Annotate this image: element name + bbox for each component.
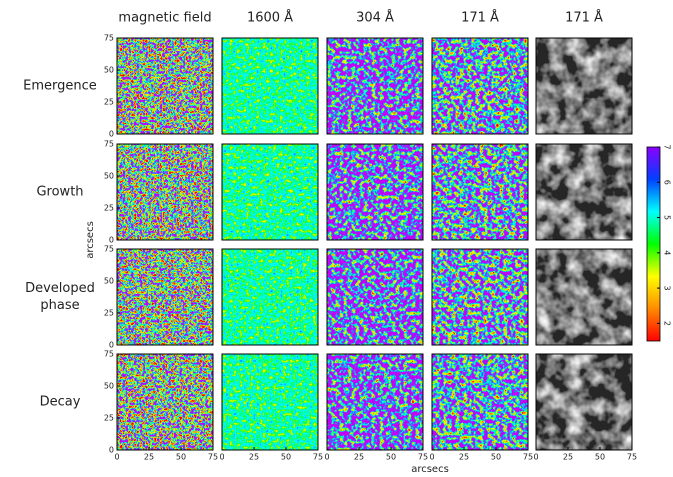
x-tick-label: 50 xyxy=(176,453,186,462)
colorbar-tick-label: 6 xyxy=(663,180,672,185)
x-tick-label: 50 xyxy=(491,453,501,462)
image-panel xyxy=(222,354,318,450)
image-panel xyxy=(222,249,318,345)
panel-frame xyxy=(116,143,214,241)
x-tick-label: 25 xyxy=(144,453,154,462)
column-title: 171 Å xyxy=(461,10,499,26)
image-panel xyxy=(117,354,213,450)
colorbar-tick-label: 5 xyxy=(663,215,672,220)
panel-frame xyxy=(221,37,319,135)
panel-frame xyxy=(431,248,529,346)
image-panel xyxy=(327,249,423,345)
image-panel xyxy=(222,144,318,240)
x-tick-label: 0 xyxy=(219,453,224,462)
y-tick-label: 75 xyxy=(104,140,114,149)
image-panel xyxy=(117,144,213,240)
y-tick-label: 75 xyxy=(104,245,114,254)
y-tick-label: 25 xyxy=(104,204,114,213)
x-tick-label: 0 xyxy=(533,453,538,462)
panel-frame xyxy=(535,353,633,451)
y-tick-label: 50 xyxy=(104,277,114,286)
row-label: Emergence xyxy=(23,78,97,94)
x-tick-label: 75 xyxy=(627,453,637,462)
x-tick-label: 0 xyxy=(324,453,329,462)
panel-frame xyxy=(326,37,424,135)
panel-frame xyxy=(221,248,319,346)
panel-frame xyxy=(326,248,424,346)
panel-frame xyxy=(221,353,319,451)
image-panel xyxy=(536,249,632,345)
panel-frame xyxy=(326,353,424,451)
image-panel xyxy=(432,38,528,134)
x-tick-label: 25 xyxy=(459,453,469,462)
x-tick-label: 50 xyxy=(281,453,291,462)
y-tick-label: 0 xyxy=(109,446,114,455)
row-label: Decay xyxy=(39,394,81,410)
y-tick-label: 0 xyxy=(109,130,114,139)
colorbar-tick-label: 4 xyxy=(663,250,672,255)
y-tick-label: 0 xyxy=(109,341,114,350)
image-panel xyxy=(327,354,423,450)
panel-frame xyxy=(116,37,214,135)
image-panel xyxy=(432,354,528,450)
y-tick-label: 75 xyxy=(104,34,114,43)
panel-frame xyxy=(431,143,529,241)
x-tick-label: 75 xyxy=(313,453,323,462)
x-tick-label: 75 xyxy=(418,453,428,462)
x-tick-label: 25 xyxy=(354,453,364,462)
panel-frame xyxy=(535,143,633,241)
image-panel xyxy=(117,249,213,345)
row-label: Developed phase xyxy=(25,281,95,313)
panel-frame xyxy=(535,248,633,346)
colorbar-tick-label: 7 xyxy=(663,144,672,149)
colorbar-tick-label: 3 xyxy=(663,286,672,291)
x-tick-label: 75 xyxy=(208,453,218,462)
y-tick-label: 75 xyxy=(104,350,114,359)
panel-frame xyxy=(326,143,424,241)
x-tick-label: 75 xyxy=(523,453,533,462)
image-panel xyxy=(327,38,423,134)
y-tick-label: 50 xyxy=(104,172,114,181)
column-title: 304 Å xyxy=(356,10,394,26)
colorbar xyxy=(646,146,661,342)
image-panel xyxy=(536,38,632,134)
panel-frame xyxy=(116,248,214,346)
x-tick-label: 25 xyxy=(563,453,573,462)
column-title: 1600 Å xyxy=(247,10,293,26)
image-panel xyxy=(117,38,213,134)
panel-frame xyxy=(431,353,529,451)
column-title: magnetic field xyxy=(118,11,211,26)
y-tick-label: 25 xyxy=(104,309,114,318)
image-panel xyxy=(432,144,528,240)
image-panel xyxy=(536,354,632,450)
y-tick-label: 25 xyxy=(104,98,114,107)
image-panel xyxy=(432,249,528,345)
image-panel xyxy=(536,144,632,240)
panel-frame xyxy=(221,143,319,241)
image-panel xyxy=(327,144,423,240)
panel-frame xyxy=(431,37,529,135)
y-tick-label: 50 xyxy=(104,382,114,391)
panel-frame xyxy=(535,37,633,135)
x-tick-label: 50 xyxy=(595,453,605,462)
y-tick-label: 25 xyxy=(104,414,114,423)
panel-frame xyxy=(116,353,214,451)
column-title: 171 Å xyxy=(565,10,603,26)
y-axis-label: arcsecs xyxy=(85,221,96,259)
x-tick-label: 0 xyxy=(114,453,119,462)
y-tick-label: 50 xyxy=(104,66,114,75)
x-tick-label: 50 xyxy=(386,453,396,462)
x-axis-label: arcsecs xyxy=(411,464,449,475)
row-label: Growth xyxy=(36,184,84,200)
x-tick-label: 25 xyxy=(249,453,259,462)
image-panel xyxy=(222,38,318,134)
y-tick-label: 0 xyxy=(109,236,114,245)
x-tick-label: 0 xyxy=(429,453,434,462)
colorbar-tick-label: 2 xyxy=(663,321,672,326)
